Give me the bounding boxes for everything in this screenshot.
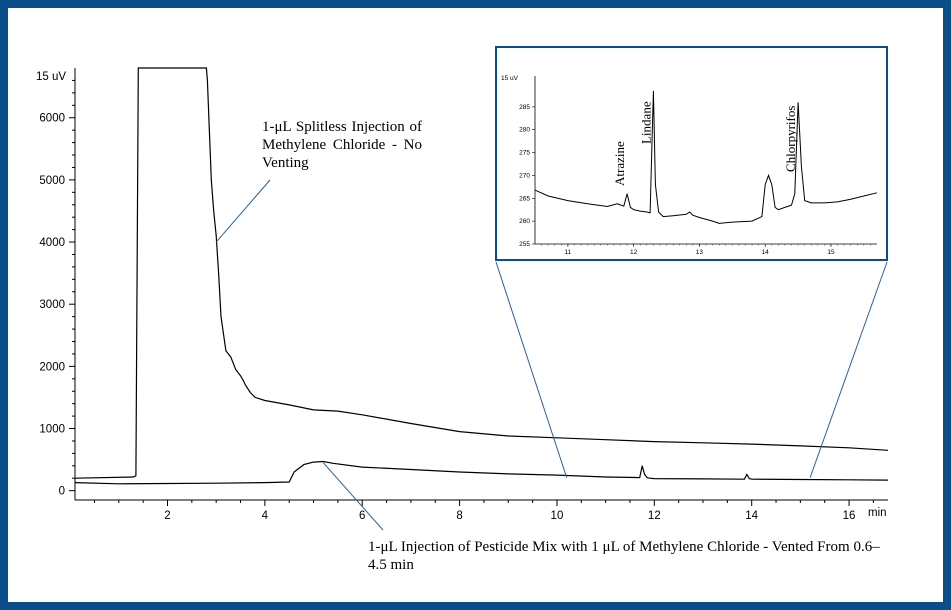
inset-y-tick-label: 255 [519,241,530,248]
inset-y-unit-label: 15 uV [501,75,519,82]
x-tick-label: 10 [551,510,564,522]
y-tick-label: 3000 [39,299,65,311]
inset-x-tick-label: 12 [630,249,638,256]
x-tick-label: 2 [164,510,170,522]
inset-y-tick-label: 260 [519,218,530,225]
inset-y-tick-label: 280 [519,127,530,134]
x-tick-label: 8 [456,510,462,522]
inset-peak-labels: Atrazine Lindane Chlorpyrifos [612,101,798,186]
inset-axes: 255 260 265 270 275 280 285 11 12 13 14 15 [519,76,877,256]
y-tick-label: 5000 [39,175,65,187]
x-unit-label: min [868,507,887,519]
annotation-splitless: 1-μL Splitless Injection of Methylene Ch… [262,119,422,171]
y-tick-label: 2000 [39,361,65,373]
inset-y-tick-label: 285 [519,104,530,111]
inset-series-line-1 [534,90,878,224]
main-axes: 0 1000 2000 3000 4000 5000 6000 2 4 6 8 10 12 14 16 [39,68,888,522]
inset-chromatogram: 255 260 265 270 275 280 285 11 12 13 14 15 Atrazine… [501,75,878,256]
leader-pesticide [322,462,384,531]
inset-y-tick-label: 270 [519,172,530,179]
inset-x-tick-label: 13 [696,249,704,256]
peak-label-atrazine: Atrazine [612,141,627,186]
inset-x-tick-label: 14 [762,249,770,256]
y-tick-label: 0 [59,486,65,498]
peak-label-chlorpyrifos: Chlorpyrifos [783,106,798,172]
y-tick-label: 1000 [39,424,65,436]
inset-series-group [534,90,878,224]
y-tick-label: 6000 [39,113,65,125]
x-tick-label: 14 [745,510,758,522]
leader-splitless [215,179,271,243]
inset-x-tick-label: 15 [827,249,835,256]
inset-y-tick-label: 265 [519,195,530,202]
inset-chart-box: 255 260 265 270 275 280 285 11 12 13 14 15 Atrazine… [495,46,888,261]
peak-label-lindane: Lindane [638,101,653,144]
x-tick-label: 12 [648,510,661,522]
x-tick-label: 16 [843,510,856,522]
x-tick-label: 6 [359,510,365,522]
inset-x-tick-label: 11 [565,249,572,256]
y-tick-label: 4000 [39,237,65,249]
annotation-leaders [215,179,888,531]
series-line-1 [74,67,889,479]
annotation-pesticide-mix: 1-μL Injection of Pesticide Mix with 1 μ… [368,539,880,573]
y-unit-label: 15 uV [36,71,66,83]
series-line-2 [74,460,889,485]
inset-y-tick-label: 275 [519,150,530,157]
main-series-group [74,67,889,485]
zoom-connector-left [495,261,568,478]
x-tick-label: 4 [262,510,269,522]
zoom-connector-right [809,261,888,478]
